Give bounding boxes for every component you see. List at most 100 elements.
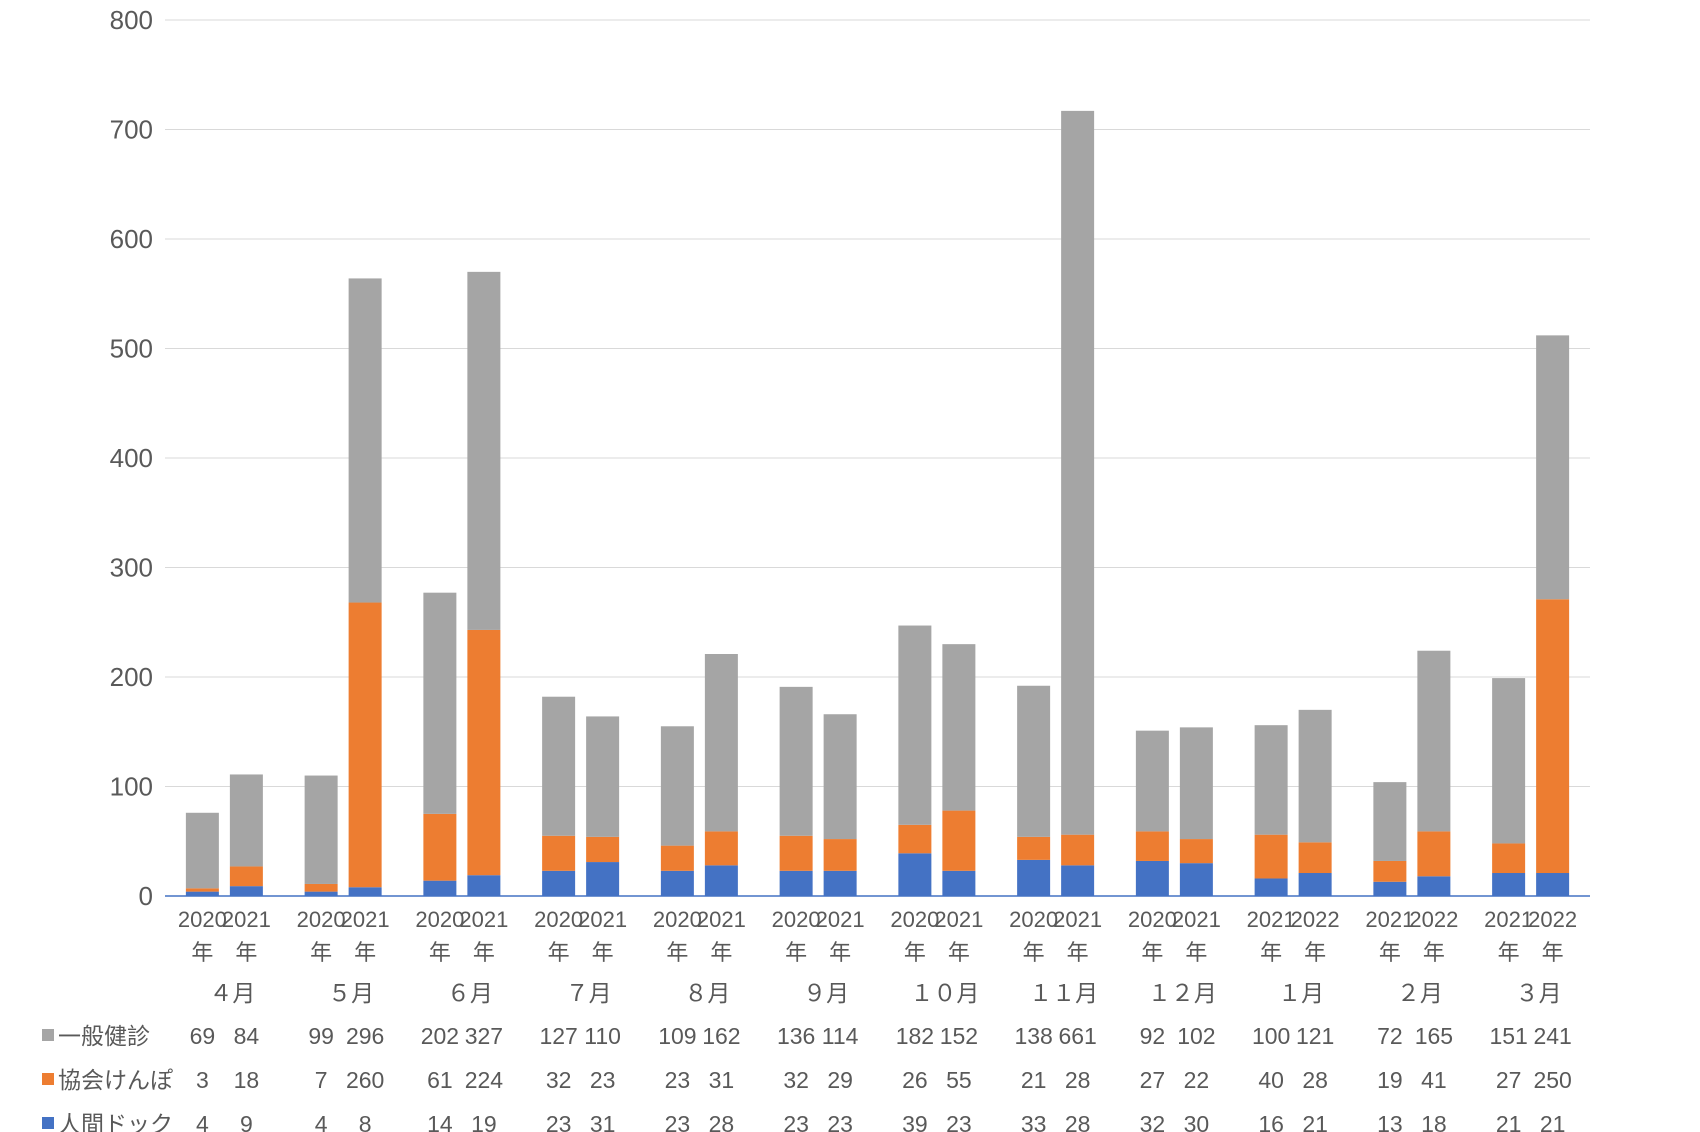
gridlines <box>165 19 1590 787</box>
bar-segment <box>542 870 576 896</box>
table-cell: 21 <box>1021 1067 1047 1093</box>
x-year-suffix: 年 <box>310 940 332 965</box>
bar-segment <box>1017 685 1051 837</box>
x-month-label: １２月 <box>1148 980 1217 1006</box>
table-cell: 40 <box>1258 1067 1284 1093</box>
table-cell: 16 <box>1258 1111 1284 1132</box>
x-year-label: 2021 <box>816 907 865 932</box>
bar-segment <box>660 870 694 896</box>
x-year-label: 2020 <box>415 907 464 932</box>
legend-label: 一般健診 <box>58 1023 150 1049</box>
bar-segment <box>1179 727 1213 840</box>
table-cell: 31 <box>709 1067 735 1093</box>
table-cell: 39 <box>902 1111 928 1132</box>
table-cell: 32 <box>1140 1111 1166 1132</box>
bar-segment <box>660 845 694 871</box>
x-year-label: 2021 <box>1247 907 1296 932</box>
y-tick-label: 0 <box>139 881 153 911</box>
bar-segment <box>1298 842 1332 874</box>
x-year-suffix: 年 <box>592 940 614 965</box>
bar-segment <box>1492 873 1526 896</box>
bar-segment <box>1492 843 1526 874</box>
bar-segment <box>942 810 976 871</box>
table-cell: 4 <box>196 1111 209 1132</box>
legend-label: 人間ドック <box>58 1111 173 1132</box>
bar-segment <box>586 862 620 896</box>
table-cell: 110 <box>584 1023 621 1049</box>
table-cell: 109 <box>658 1023 696 1049</box>
x-year-suffix: 年 <box>354 940 376 965</box>
bar-segment <box>348 887 382 896</box>
x-year-label: 2020 <box>178 907 227 932</box>
x-year-suffix: 年 <box>785 940 807 965</box>
x-year-label: 2021 <box>459 907 508 932</box>
bar-segment <box>1373 782 1407 861</box>
table-cell: 21 <box>1302 1111 1328 1132</box>
bar-segment <box>1417 876 1451 896</box>
table-cell: 19 <box>471 1111 497 1132</box>
bar-segment <box>304 883 338 892</box>
x-year-label: 2021 <box>578 907 627 932</box>
bar-segment <box>660 726 694 846</box>
bar-segment <box>1017 836 1051 860</box>
table-cell: 14 <box>427 1111 453 1132</box>
table-cell: 202 <box>421 1023 459 1049</box>
table-cell: 28 <box>1065 1067 1091 1093</box>
bar-segment <box>467 271 501 630</box>
table-cell: 19 <box>1377 1067 1403 1093</box>
bar-segment <box>1373 881 1407 896</box>
table-cell: 138 <box>1014 1023 1052 1049</box>
x-year-suffix: 年 <box>1260 940 1282 965</box>
x-month-label: ３月 <box>1516 980 1562 1006</box>
x-year-suffix: 年 <box>473 940 495 965</box>
table-cell: 31 <box>590 1111 616 1132</box>
table-cell: 241 <box>1533 1023 1571 1049</box>
x-axis: 2020 年 2021 年 ４月 2020 年 2021 年 ５月 2020 年 2021 年 ６月 2020… <box>178 907 1577 1006</box>
legend-label: 協会けんぽ <box>58 1067 173 1093</box>
x-year-suffix: 年 <box>666 940 688 965</box>
bar-segment <box>1135 730 1169 832</box>
y-tick-label: 300 <box>110 553 153 583</box>
bar-segment <box>1017 859 1051 896</box>
table-cell: 327 <box>465 1023 503 1049</box>
y-tick-label: 400 <box>110 443 153 473</box>
table-cell: 27 <box>1496 1067 1522 1093</box>
x-year-label: 2021 <box>1484 907 1533 932</box>
table-cell: 30 <box>1184 1111 1210 1132</box>
bar-segment <box>1179 863 1213 896</box>
table-cell: 162 <box>702 1023 740 1049</box>
x-year-suffix: 年 <box>191 940 213 965</box>
x-year-label: 2021 <box>222 907 271 932</box>
table-cell: 22 <box>1184 1067 1210 1093</box>
x-year-label: 2020 <box>1009 907 1058 932</box>
bar-segment <box>1254 878 1288 896</box>
table-cell: 55 <box>946 1067 972 1093</box>
table-cell: 23 <box>783 1111 809 1132</box>
x-year-suffix: 年 <box>548 940 570 965</box>
x-month-label: １月 <box>1278 980 1324 1006</box>
x-year-label: 2020 <box>1128 907 1177 932</box>
table-cell: 151 <box>1489 1023 1527 1049</box>
y-tick-label: 200 <box>110 662 153 692</box>
y-axis: 0 100 200 300 400 500 600 700 800 <box>110 5 153 911</box>
bar-segment <box>423 592 457 814</box>
bar-segment <box>1135 860 1169 896</box>
bar-segment <box>704 654 738 832</box>
table-cell: 121 <box>1296 1023 1334 1049</box>
table-cell: 23 <box>827 1111 853 1132</box>
y-tick-label: 500 <box>110 334 153 364</box>
table-cell: 21 <box>1540 1111 1566 1132</box>
bar-segment <box>704 831 738 866</box>
table-cell: 33 <box>1021 1111 1047 1132</box>
table-cell: 23 <box>946 1111 972 1132</box>
x-month-label: ２月 <box>1397 980 1443 1006</box>
table-cell: 13 <box>1377 1111 1403 1132</box>
table-cell: 182 <box>896 1023 934 1049</box>
bar-segment <box>229 866 263 887</box>
bar-segment <box>898 625 932 825</box>
table-cell: 23 <box>665 1067 691 1093</box>
table-cell: 8 <box>359 1111 372 1132</box>
table-cell: 92 <box>1140 1023 1166 1049</box>
bar-segment <box>304 891 338 896</box>
bar-segment <box>823 714 857 840</box>
